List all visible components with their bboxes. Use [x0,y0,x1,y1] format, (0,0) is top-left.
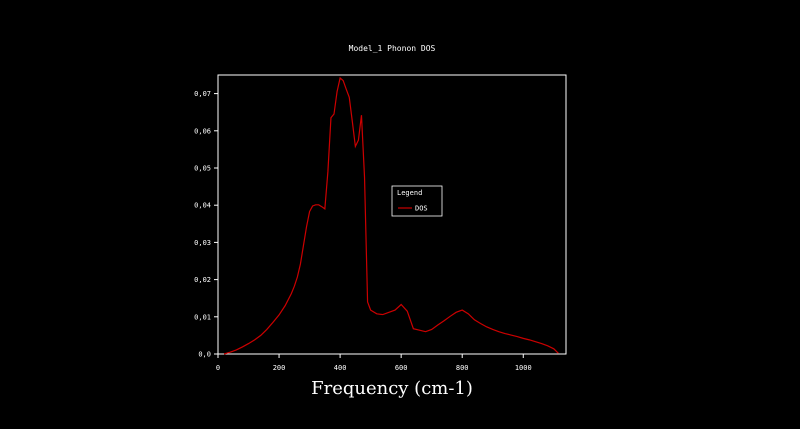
x-axis: 0 200 400 600 800 1000 [216,354,532,372]
legend: Legend DOS [391,185,443,217]
legend-label-dos: DOS [415,205,428,213]
x-tick-label: 200 [273,364,286,372]
x-tick-label: 0 [216,364,220,372]
y-tick-label: 0,03 [194,239,211,247]
y-tick-label: 0,02 [194,276,211,284]
x-tick-label: 600 [395,364,408,372]
series-line-dos [223,76,559,355]
y-tick-label: 0,07 [194,90,211,98]
legend-title: Legend [397,189,422,197]
chart-title: Model_1 Phonon DOS [349,44,436,53]
x-axis-label: Frequency (cm-1) [311,378,473,399]
y-tick-label: 0,05 [194,165,211,173]
y-tick-label: 0,04 [194,202,211,210]
y-tick-label: 0,01 [194,313,211,321]
y-tick-label: 0,0 [198,351,211,359]
x-tick-label: 800 [456,364,469,372]
legend-box [391,185,443,217]
y-tick-label: 0,06 [194,127,211,135]
x-tick-label: 1000 [515,364,532,372]
y-axis: 0,0 0,01 0,02 0,03 0,04 0,05 0,06 0,07 [194,90,218,359]
plot-frame [217,74,567,355]
x-tick-label: 400 [334,364,347,372]
